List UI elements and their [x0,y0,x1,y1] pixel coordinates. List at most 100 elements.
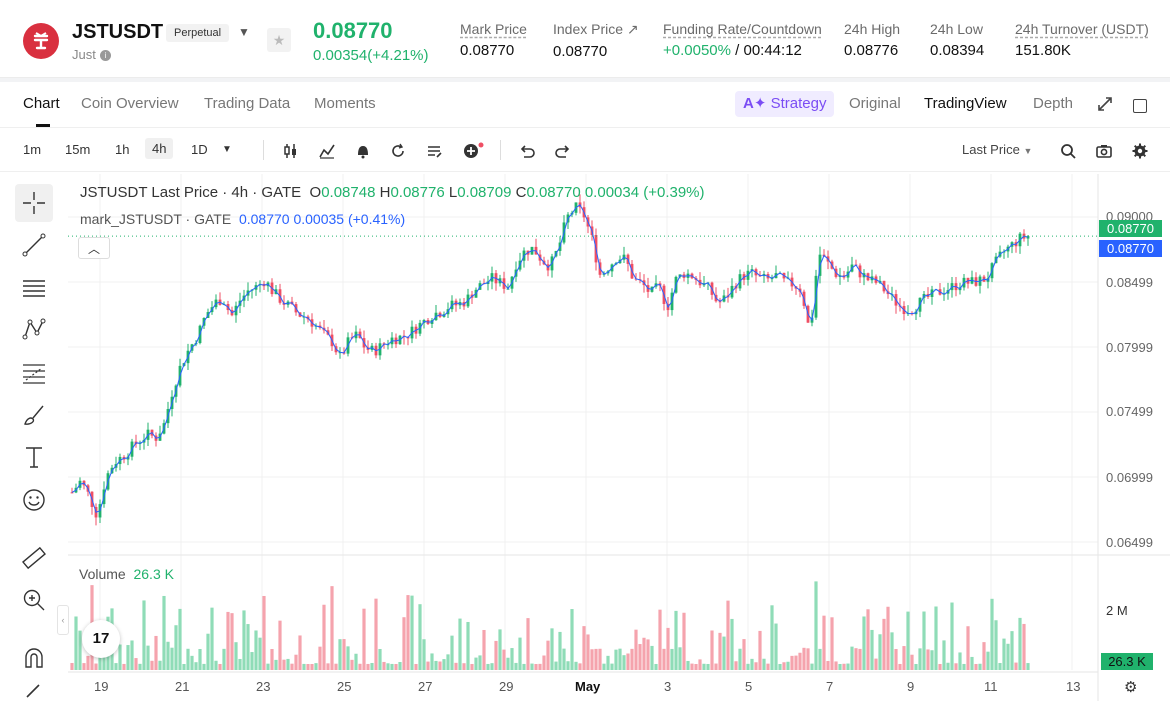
alert-icon[interactable] [354,142,372,160]
chart-panel: Chart Coin Overview Trading Data Moments… [0,82,1170,701]
chart-settings-icon[interactable]: ⚙ [1124,679,1138,696]
volume-bar [178,608,182,670]
window-mode-icon[interactable] [1133,99,1147,113]
horizontal-lines-tool-icon[interactable] [15,269,53,307]
volume-bar [742,639,746,670]
stat-24h-low: 24h Low 0.08394 [930,21,985,59]
candle-body [798,288,802,292]
trendline-tool-icon[interactable] [15,226,53,264]
fib-retracement-tool-icon[interactable] [15,354,53,392]
volume-bar [662,648,666,670]
zoom-in-tool-icon[interactable] [15,581,53,619]
templates-icon[interactable] [425,142,443,160]
candle-body [598,262,602,275]
candle-body [398,335,402,345]
ruler-tool-icon[interactable] [15,539,53,577]
stat-index-price[interactable]: Index Price ↗ 0.08770 [553,21,639,60]
crosshair-tool-icon[interactable] [15,184,53,222]
volume-bar [722,636,726,670]
candle-body [886,291,890,295]
volume-bar [494,640,498,670]
add-plugin-icon[interactable] [462,142,484,160]
fullscreen-icon[interactable] [1097,96,1113,112]
volume-bar [930,650,934,670]
price-source-select[interactable]: Last Price ▼ [962,142,1033,157]
candle-body [370,345,374,350]
volume-bar [578,663,582,670]
candle-body [182,363,186,366]
settings-gear-icon[interactable] [1131,142,1149,160]
candle-body [410,326,414,339]
volume-bar [218,663,222,670]
volume-bar [574,661,578,670]
camera-icon[interactable] [1095,142,1113,160]
interval-4h[interactable]: 4h [145,138,174,159]
volume-bar [926,649,930,670]
candle-body [826,256,830,262]
price-chart[interactable] [0,82,1170,701]
tradingview-logo-icon[interactable]: 17 [82,620,120,658]
volume-bar [794,655,798,670]
volume-bar [342,639,346,670]
pattern-tool-icon[interactable] [15,311,53,349]
lock-tool-icon[interactable] [15,679,53,701]
volume-bar [150,660,154,670]
interval-1h[interactable]: 1h [115,142,130,157]
undo-icon[interactable] [518,142,536,160]
tab-coin-overview[interactable]: Coin Overview [81,95,179,112]
emoji-tool-icon[interactable] [15,481,53,519]
candle-body [974,277,978,286]
candle-body [170,396,174,410]
interval-15m[interactable]: 15m [65,142,91,157]
candle-body [246,290,250,296]
symbol-dropdown-icon[interactable]: ▼ [238,25,250,39]
candle-type-icon[interactable] [282,142,300,160]
search-icon[interactable] [1059,142,1077,160]
interval-more-icon[interactable]: ▼ [222,144,232,155]
volume-bar [418,604,422,670]
tab-trading-data[interactable]: Trading Data [204,95,291,112]
tab-moments[interactable]: Moments [314,95,376,112]
candle-body [958,287,962,291]
volume-bar [338,639,342,670]
candle-body [302,316,306,318]
tab-chart[interactable]: Chart [23,95,60,112]
candle-body [514,269,518,277]
volume-bar [750,658,754,670]
volume-axis-label: 2 M [1106,603,1128,618]
candle-body [990,263,994,279]
candle-body [738,274,742,289]
volume-bar [478,655,482,670]
view-tradingview[interactable]: TradingView [924,95,1007,112]
view-depth[interactable]: Depth [1033,95,1074,112]
volume-bar [902,646,906,670]
redo-icon[interactable] [554,142,572,160]
favorite-star-icon[interactable]: ★ [267,28,291,52]
candle-body [846,271,850,278]
text-tool-icon[interactable] [15,438,53,476]
info-icon[interactable]: i [99,50,111,61]
symbol-title[interactable]: JSTUSDT [72,21,164,43]
replay-icon[interactable] [389,142,407,160]
mark-price-line [71,204,1029,513]
indicators-icon[interactable] [318,142,336,160]
candle-body [682,274,686,278]
volume-bar [314,663,318,670]
volume-bar [482,629,486,670]
strategy-button[interactable]: A✦ Strategy [735,91,835,117]
interval-1m[interactable]: 1m [23,142,42,157]
collapse-legend-button[interactable]: ︿ [78,237,110,259]
candle-body [322,327,326,331]
volume-bar [746,663,750,670]
candle-body [542,260,546,265]
interval-1d[interactable]: 1D [191,142,208,157]
date-axis-label: 19 [94,679,109,694]
last-price-tag: 0.08770 [1099,220,1162,237]
candle-body [294,304,298,313]
brush-tool-icon[interactable] [15,396,53,434]
view-original[interactable]: Original [849,95,901,112]
toolbar-collapse-handle[interactable]: ‹ [57,605,69,635]
volume-bar [962,663,966,670]
candle-body [438,312,442,317]
magnet-tool-icon[interactable] [15,639,53,677]
